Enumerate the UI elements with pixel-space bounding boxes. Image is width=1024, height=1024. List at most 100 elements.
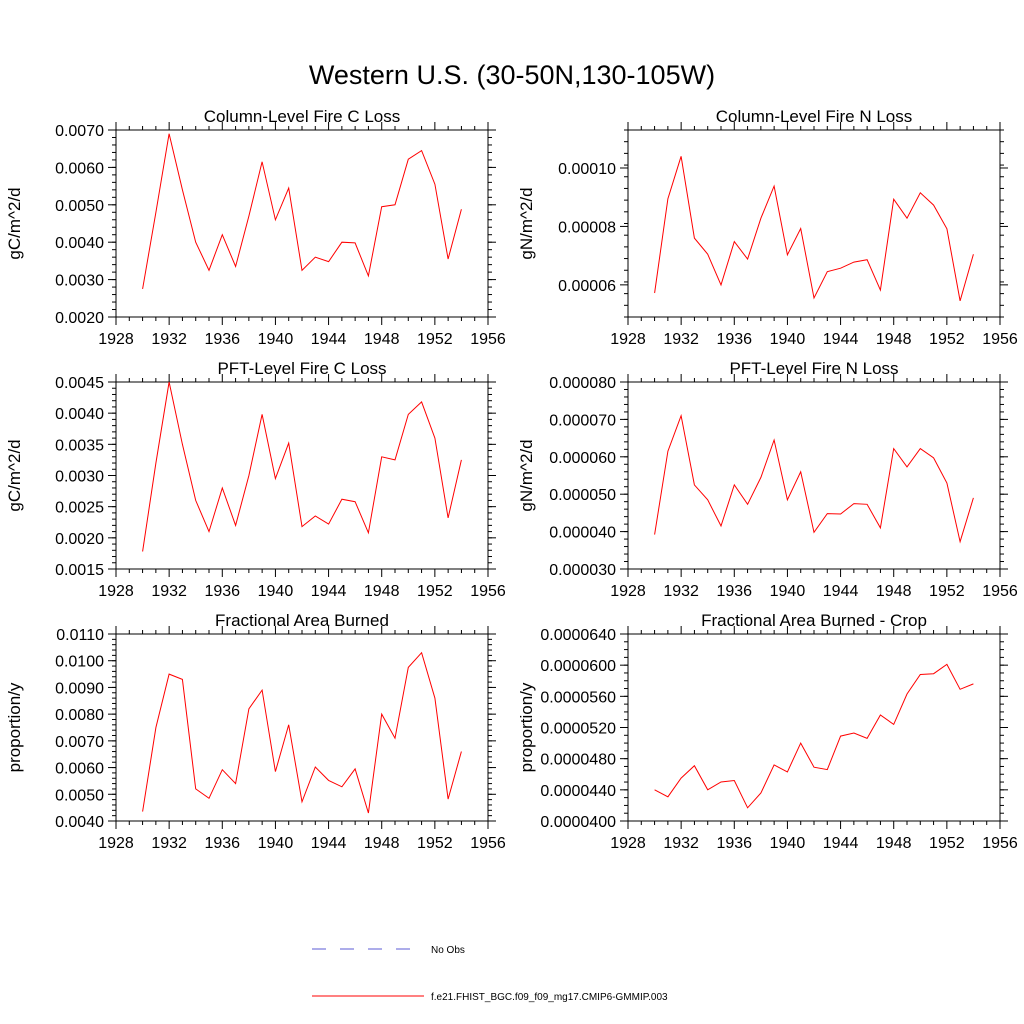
x-tick-label: 1956: [470, 331, 506, 348]
x-tick-label: 1928: [98, 331, 134, 348]
y-tick-label: 0.0000440: [540, 783, 616, 800]
x-tick-label: 1948: [876, 583, 912, 600]
x-tick-label: 1956: [982, 583, 1018, 600]
x-tick-label: 1936: [716, 583, 752, 600]
legend: No Obs f.e21.FHIST_BGC.f09_f09_mg17.CMIP…: [312, 945, 668, 1003]
x-tick-label: 1956: [470, 835, 506, 852]
y-tick-label: 0.0035: [55, 437, 104, 454]
panel-title: Fractional Area Burned: [215, 611, 389, 630]
y-axis-label: gC/m^2/d: [5, 439, 24, 511]
y-tick-label: 0.0060: [55, 761, 104, 778]
chart-panel-5: Fractional Area Burned proportion/y 1928 19…: [5, 611, 506, 852]
y-tick-label: 0.0045: [55, 375, 104, 392]
legend-model-label: f.e21.FHIST_BGC.f09_f09_mg17.CMIP6-GMMIP…: [431, 992, 668, 1003]
x-tick-label: 1952: [417, 835, 453, 852]
y-tick-label: 0.0000640: [540, 627, 616, 644]
y-tick-label: 0.0110: [56, 627, 104, 644]
plot-frame: [627, 633, 1001, 822]
x-tick-label: 1936: [204, 835, 240, 852]
x-tick-label: 1944: [311, 835, 347, 852]
y-tick-label: 0.000050: [549, 487, 616, 504]
panel-title: Column-Level Fire C Loss: [204, 107, 401, 126]
x-tick-label: 1928: [610, 583, 646, 600]
y-axis-label: gN/m^2/d: [517, 187, 536, 259]
x-tick-label: 1956: [982, 835, 1018, 852]
panel-title: PFT-Level Fire N Loss: [729, 359, 898, 378]
y-tick-label: 0.00008: [558, 219, 616, 236]
x-tick-label: 1940: [770, 331, 806, 348]
y-tick-label: 0.0000520: [540, 721, 616, 738]
x-tick-label: 1928: [98, 835, 134, 852]
chart-panel-4: PFT-Level Fire N Loss gN/m^2/d 1928 1932 193…: [517, 359, 1018, 600]
x-tick-label: 1956: [470, 583, 506, 600]
plot-frame: [115, 129, 489, 318]
x-tick-label: 1952: [929, 331, 965, 348]
y-tick-label: 0.0030: [55, 273, 104, 290]
series-line: [654, 663, 974, 809]
x-tick-label: 1948: [364, 583, 400, 600]
x-tick-label: 1952: [929, 835, 965, 852]
panel-title: PFT-Level Fire C Loss: [217, 359, 386, 378]
y-tick-label: 0.0090: [55, 680, 104, 697]
y-tick-label: 0.000080: [549, 375, 616, 392]
series-line: [654, 413, 974, 544]
x-tick-label: 1928: [610, 835, 646, 852]
y-axis-label: proportion/y: [517, 682, 536, 772]
x-tick-label: 1952: [417, 583, 453, 600]
x-tick-label: 1940: [258, 583, 294, 600]
y-tick-label: 0.0070: [55, 734, 104, 751]
y-tick-label: 0.0100: [55, 654, 104, 671]
y-tick-label: 0.0030: [55, 469, 104, 486]
x-tick-label: 1940: [258, 331, 294, 348]
y-tick-label: 0.000030: [549, 562, 616, 579]
y-tick-label: 0.0000480: [540, 752, 616, 769]
chart-panel-2: Column-Level Fire N Loss gN/m^2/d 1928 1932…: [517, 107, 1018, 348]
panel-title: Fractional Area Burned - Crop: [701, 611, 927, 630]
x-tick-label: 1940: [770, 835, 806, 852]
y-tick-label: 0.0020: [55, 531, 104, 548]
y-axis-label: proportion/y: [5, 682, 24, 772]
chart-panels: Column-Level Fire C Loss gC/m^2/d 1928 1932…: [5, 107, 1018, 852]
x-tick-label: 1948: [364, 835, 400, 852]
series-line: [654, 156, 974, 302]
x-tick-label: 1932: [151, 583, 187, 600]
x-tick-label: 1944: [823, 583, 859, 600]
y-tick-label: 0.0020: [55, 310, 104, 327]
x-tick-label: 1944: [311, 583, 347, 600]
series-line: [142, 381, 462, 552]
x-tick-label: 1936: [204, 583, 240, 600]
y-axis-label: gN/m^2/d: [517, 439, 536, 511]
chart-panel-3: PFT-Level Fire C Loss gC/m^2/d 1928 1932 193…: [5, 359, 506, 600]
panel-title: Column-Level Fire N Loss: [716, 107, 913, 126]
x-tick-label: 1936: [716, 835, 752, 852]
chart-panel-1: Column-Level Fire C Loss gC/m^2/d 1928 1932…: [5, 107, 506, 348]
x-tick-label: 1932: [663, 331, 699, 348]
x-tick-label: 1952: [417, 331, 453, 348]
y-tick-label: 0.0040: [55, 406, 104, 423]
y-tick-label: 0.0040: [55, 814, 104, 831]
x-tick-label: 1932: [663, 835, 699, 852]
y-tick-label: 0.0000560: [540, 689, 616, 706]
x-tick-label: 1936: [716, 331, 752, 348]
y-tick-label: 0.000060: [549, 450, 616, 467]
plot-frame: [115, 381, 489, 570]
x-tick-label: 1932: [151, 835, 187, 852]
x-tick-label: 1956: [982, 331, 1018, 348]
x-tick-label: 1948: [364, 331, 400, 348]
x-tick-label: 1944: [823, 835, 859, 852]
x-tick-label: 1928: [610, 331, 646, 348]
y-axis-label: gC/m^2/d: [5, 187, 24, 259]
y-tick-label: 0.0000400: [540, 814, 616, 831]
y-tick-label: 0.0000600: [540, 658, 616, 675]
y-tick-label: 0.0025: [55, 500, 104, 517]
x-tick-label: 1940: [258, 835, 294, 852]
y-tick-label: 0.0060: [55, 160, 104, 177]
x-tick-label: 1944: [311, 331, 347, 348]
y-tick-label: 0.0080: [55, 707, 104, 724]
y-tick-label: 0.0070: [55, 123, 104, 140]
x-tick-label: 1932: [663, 583, 699, 600]
y-tick-label: 0.0040: [55, 235, 104, 252]
plot-frame: [115, 633, 489, 822]
y-tick-label: 0.0015: [55, 562, 104, 579]
